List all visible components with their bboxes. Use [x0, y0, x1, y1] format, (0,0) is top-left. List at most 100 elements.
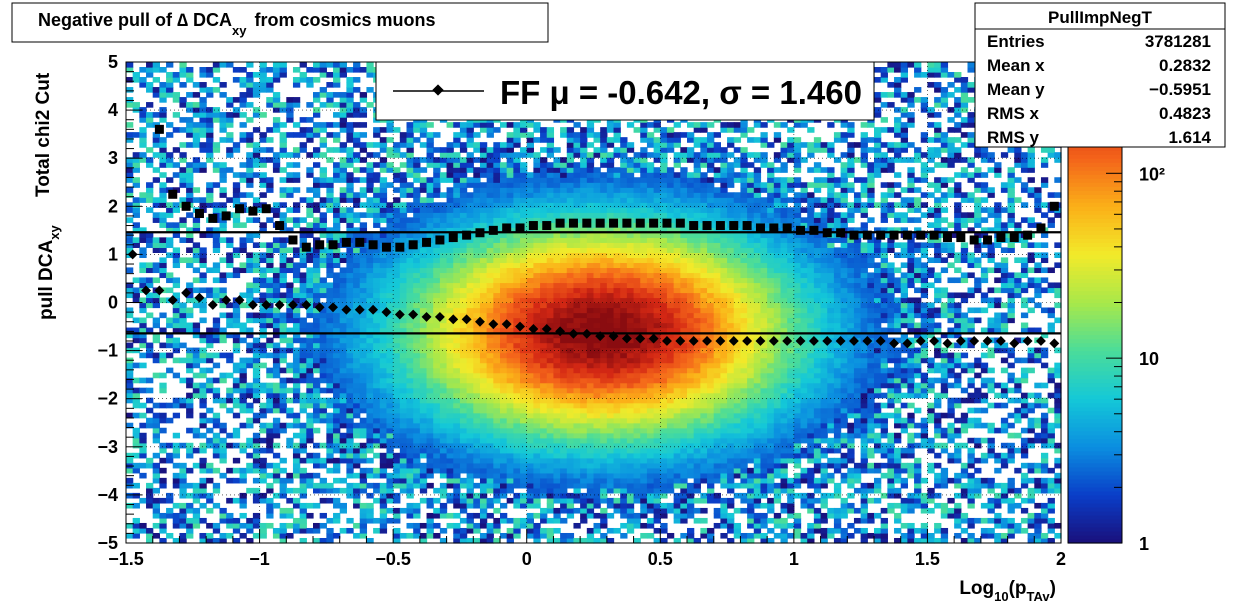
heatmap-cell — [453, 227, 461, 233]
heatmap-cell — [313, 402, 321, 409]
heatmap-cell — [513, 247, 521, 253]
heatmap-cell — [446, 467, 454, 474]
heatmap-cell — [333, 322, 341, 329]
heatmap-cell — [473, 362, 481, 369]
heatmap-cell — [419, 372, 428, 379]
heatmap-cell — [399, 292, 408, 299]
heatmap-cell — [239, 357, 247, 364]
heatmap-cell — [413, 197, 421, 203]
heatmap-cell — [139, 402, 147, 409]
heatmap-cell — [533, 392, 541, 399]
heatmap-cell — [506, 247, 514, 253]
heatmap-cell — [406, 352, 414, 359]
heatmap-cell — [520, 437, 528, 444]
heatmap-cell — [453, 212, 461, 218]
heatmap-cell — [439, 332, 448, 339]
heatmap-cell — [146, 537, 154, 544]
heatmap-cell — [413, 252, 421, 259]
heatmap-cell — [546, 482, 555, 489]
heatmap-cell — [393, 252, 401, 259]
heatmap-cell — [126, 157, 134, 163]
heatmap-cell — [246, 252, 254, 259]
heatmap-cell — [239, 467, 247, 474]
heatmap-cell — [199, 297, 207, 304]
heatmap-cell — [266, 137, 274, 143]
heatmap-cell — [433, 452, 441, 459]
heatmap-cell — [473, 482, 481, 489]
heatmap-cell — [446, 157, 454, 163]
heatmap-cell — [553, 447, 561, 454]
heatmap-cell — [313, 227, 321, 233]
heatmap-cell — [446, 322, 454, 329]
heatmap-cell — [346, 112, 354, 118]
heatmap-cell — [560, 197, 568, 203]
heatmap-cell — [593, 482, 601, 489]
heatmap-cell — [306, 362, 314, 369]
heatmap-cell — [199, 482, 207, 489]
heatmap-cell — [526, 177, 534, 183]
heatmap-cell — [279, 392, 287, 399]
heatmap-cell — [566, 317, 575, 324]
heatmap-cell — [206, 197, 214, 203]
heatmap-cell — [186, 92, 194, 98]
heatmap-cell — [413, 457, 421, 464]
heatmap-cell — [346, 317, 354, 324]
heatmap-cell — [439, 432, 448, 439]
heatmap-cell — [172, 207, 181, 213]
heatmap-cell — [152, 142, 160, 148]
heatmap-cell — [513, 492, 521, 499]
heatmap-cell — [152, 522, 160, 529]
heatmap-cell — [313, 427, 321, 434]
heatmap-cell — [433, 427, 441, 434]
heatmap-cell — [553, 472, 561, 479]
heatmap-cell — [540, 532, 548, 539]
heatmap-cell — [266, 352, 274, 359]
heatmap-cell — [333, 422, 341, 429]
heatmap-cell — [533, 297, 541, 304]
heatmap-cell — [226, 392, 234, 399]
heatmap-cell — [146, 407, 154, 414]
heatmap-cell — [419, 297, 428, 304]
heatmap-cell — [126, 62, 134, 68]
heatmap-cell — [339, 192, 347, 198]
heatmap-cell — [453, 217, 461, 223]
heatmap-cell — [326, 467, 334, 474]
heatmap-cell — [353, 107, 361, 113]
heatmap-cell — [500, 392, 508, 399]
heatmap-cell — [212, 397, 221, 404]
heatmap-cell — [346, 252, 354, 259]
heatmap-cell — [586, 532, 595, 539]
heatmap-cell — [152, 462, 160, 469]
heatmap-cell — [339, 277, 347, 284]
heatmap-cell — [259, 312, 267, 319]
heatmap-cell — [219, 167, 227, 173]
heatmap-cell — [206, 327, 214, 334]
heatmap-cell — [212, 377, 221, 384]
heatmap-cell — [546, 172, 555, 178]
heatmap-cell — [399, 412, 408, 419]
heatmap-cell — [226, 432, 234, 439]
heatmap-cell — [486, 252, 494, 259]
heatmap-cell — [353, 257, 361, 264]
heatmap-cell — [373, 377, 381, 384]
heatmap-cell — [179, 472, 187, 479]
heatmap-cell — [346, 422, 354, 429]
heatmap-cell — [500, 237, 508, 243]
heatmap-cell — [386, 182, 394, 188]
heatmap-cell — [292, 317, 301, 324]
heatmap-cell — [146, 182, 154, 188]
heatmap-cell — [239, 122, 247, 128]
heatmap-cell — [212, 452, 221, 459]
heatmap-cell — [246, 392, 254, 399]
heatmap-cell — [433, 367, 441, 374]
heatmap-cell — [500, 472, 508, 479]
heatmap-cell — [413, 302, 421, 309]
heatmap-cell — [546, 377, 555, 384]
heatmap-cell — [473, 442, 481, 449]
heatmap-cell — [179, 102, 187, 108]
heatmap-cell — [553, 332, 561, 339]
heatmap-cell — [139, 352, 147, 359]
heatmap-cell — [353, 272, 361, 279]
heatmap-cell — [139, 307, 147, 314]
heatmap-cell — [593, 207, 601, 213]
